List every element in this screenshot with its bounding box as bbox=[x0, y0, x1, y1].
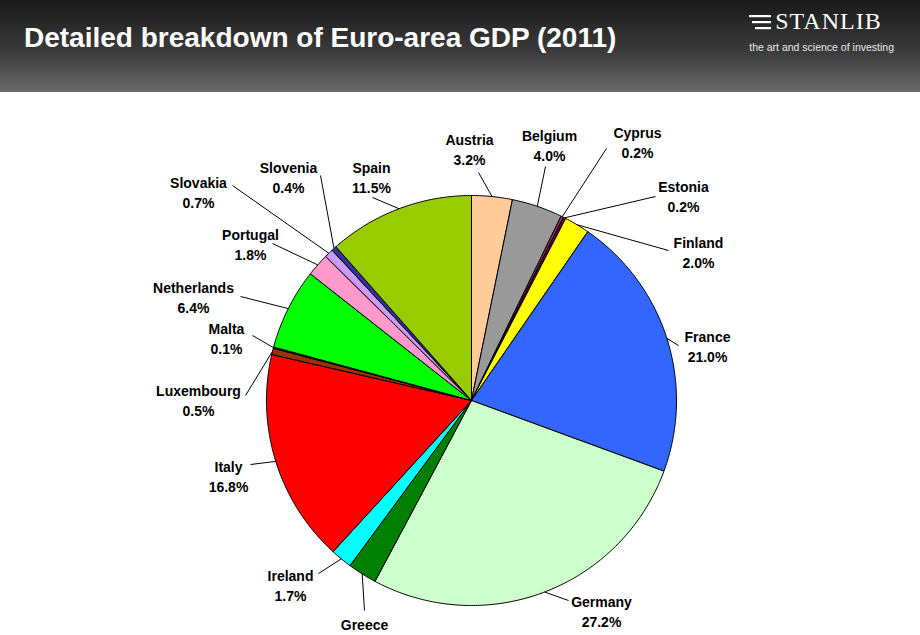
svg-text:Portugal1.8%: Portugal1.8% bbox=[222, 227, 279, 263]
svg-text:Germany27.2%: Germany27.2% bbox=[571, 594, 632, 630]
svg-text:Belgium4.0%: Belgium4.0% bbox=[522, 128, 577, 164]
svg-text:Italy16.8%: Italy16.8% bbox=[209, 459, 249, 495]
svg-text:Slovenia0.4%: Slovenia0.4% bbox=[260, 160, 318, 196]
svg-text:Cyprus0.2%: Cyprus0.2% bbox=[613, 125, 661, 161]
svg-text:Malta0.1%: Malta0.1% bbox=[209, 321, 245, 357]
svg-text:Austria3.2%: Austria3.2% bbox=[445, 132, 493, 168]
svg-text:Estonia0.2%: Estonia0.2% bbox=[658, 179, 709, 215]
html-text:STANLIB: STANLIB bbox=[775, 8, 882, 34]
svg-text:Ireland1.7%: Ireland1.7% bbox=[268, 568, 314, 604]
svg-text:France21.0%: France21.0% bbox=[685, 329, 731, 365]
svg-text:Finland2.0%: Finland2.0% bbox=[674, 235, 724, 271]
svg-text:Greece: Greece bbox=[341, 617, 389, 633]
svg-text:Netherlands6.4%: Netherlands6.4% bbox=[153, 280, 234, 316]
html-text:Detailed breakdown of Euro-are: Detailed breakdown of Euro-area GDP (201… bbox=[24, 22, 617, 53]
html-text:the art and science of investi: the art and science of investing bbox=[749, 41, 894, 53]
svg-text:Slovakia0.7%: Slovakia0.7% bbox=[170, 175, 227, 211]
svg-text:Spain11.5%: Spain11.5% bbox=[352, 160, 391, 196]
svg-text:Luxembourg0.5%: Luxembourg0.5% bbox=[156, 383, 241, 419]
